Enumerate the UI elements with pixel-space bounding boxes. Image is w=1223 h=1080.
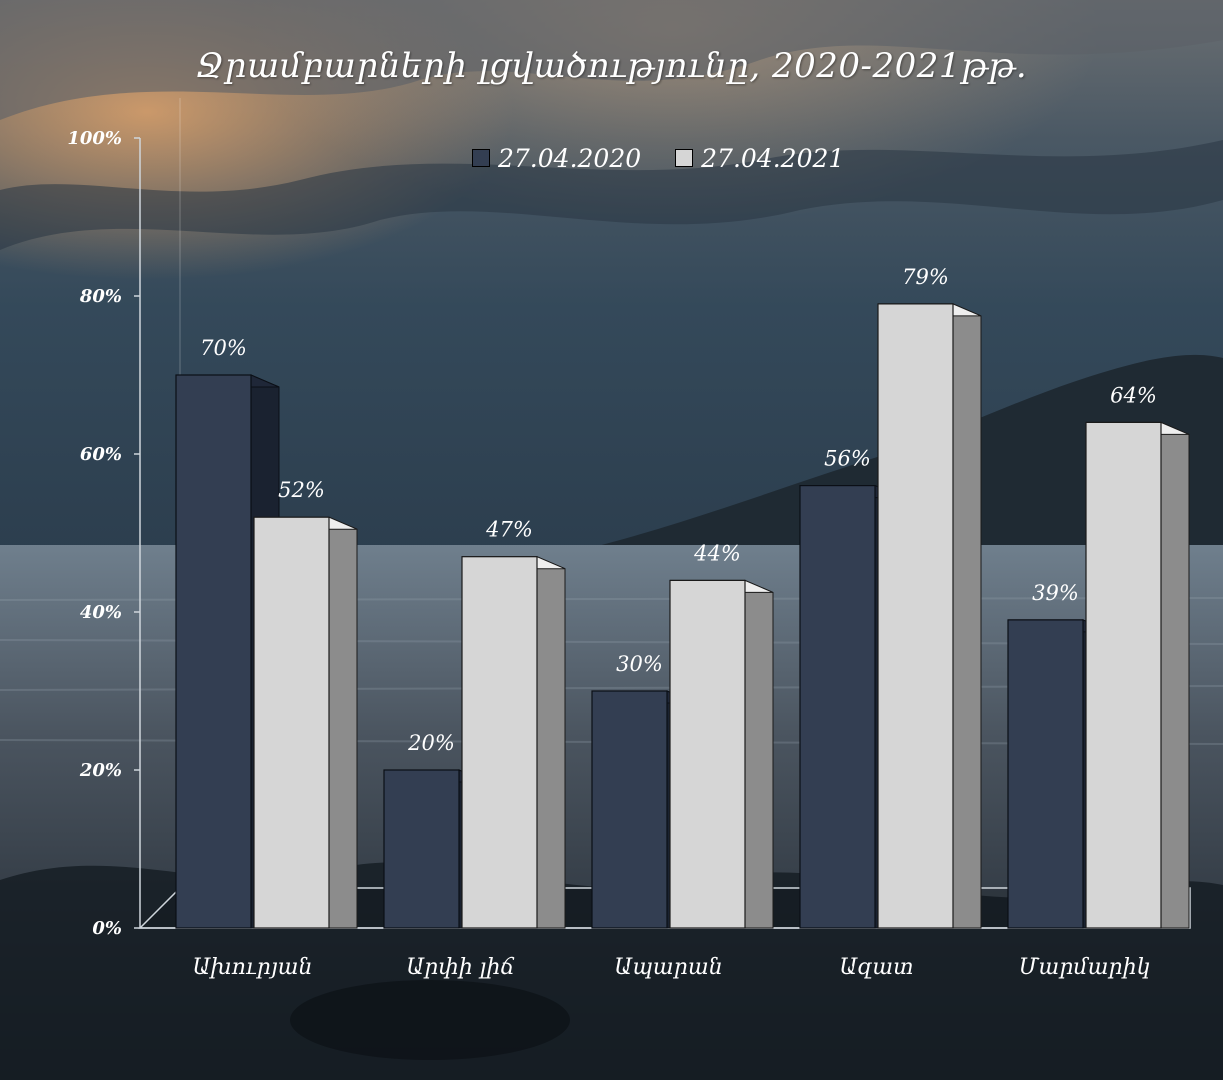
data-label: 20% <box>407 731 455 755</box>
x-tick-label: Ազատ <box>839 955 913 980</box>
bar <box>1085 421 1162 929</box>
legend-label-series-2: 27.04.2021 <box>701 143 845 173</box>
legend-swatch-series-2 <box>675 149 694 167</box>
data-label: 30% <box>616 652 663 676</box>
x-tick-label: Արփի լիճ <box>406 955 514 980</box>
data-label: 70% <box>200 336 247 360</box>
bar-side-face <box>328 516 358 929</box>
y-tick-label: 0% <box>92 918 122 939</box>
data-label: 79% <box>902 265 949 289</box>
y-tick-label: 100% <box>67 128 122 149</box>
legend-swatch-series-1 <box>472 149 490 167</box>
y-tick-label: 20% <box>79 760 122 781</box>
chart-title: Ջրամբարների լցվածությունը, 2020-2021թթ. <box>195 46 1028 86</box>
data-label: 52% <box>278 478 325 502</box>
legend-label-series-1: 27.04.2020 <box>498 143 642 173</box>
x-tick-label: Ապարան <box>614 955 722 980</box>
y-tick-label: 40% <box>80 602 122 623</box>
y-tick-label: 60% <box>80 444 122 465</box>
data-label: 39% <box>1032 581 1079 605</box>
bar <box>383 769 460 929</box>
bar-side-face <box>536 555 566 929</box>
chart-legend: 27.04.2020 27.04.2021 <box>472 141 878 175</box>
bar <box>799 485 876 929</box>
data-label: 47% <box>485 518 533 542</box>
bar-side-face <box>1160 421 1190 929</box>
bar <box>253 516 330 929</box>
bar <box>175 374 252 929</box>
legend-item-series-2: 27.04.2021 <box>675 144 844 173</box>
bar-side-face <box>744 579 774 929</box>
data-label: 56% <box>824 447 871 471</box>
bar <box>591 690 668 929</box>
y-tick-label: 80% <box>79 286 122 307</box>
bar <box>669 579 746 929</box>
bar <box>1007 619 1084 929</box>
data-label: 44% <box>693 541 741 565</box>
bar <box>461 556 538 929</box>
bar-side-face <box>952 303 982 929</box>
data-label: 64% <box>1110 383 1157 407</box>
bar <box>877 303 954 929</box>
x-tick-label: Ախուրյան <box>193 955 313 980</box>
legend-item-series-1: 27.04.2020 <box>472 144 641 173</box>
x-tick-label: Մարմարիկ <box>1019 955 1151 980</box>
